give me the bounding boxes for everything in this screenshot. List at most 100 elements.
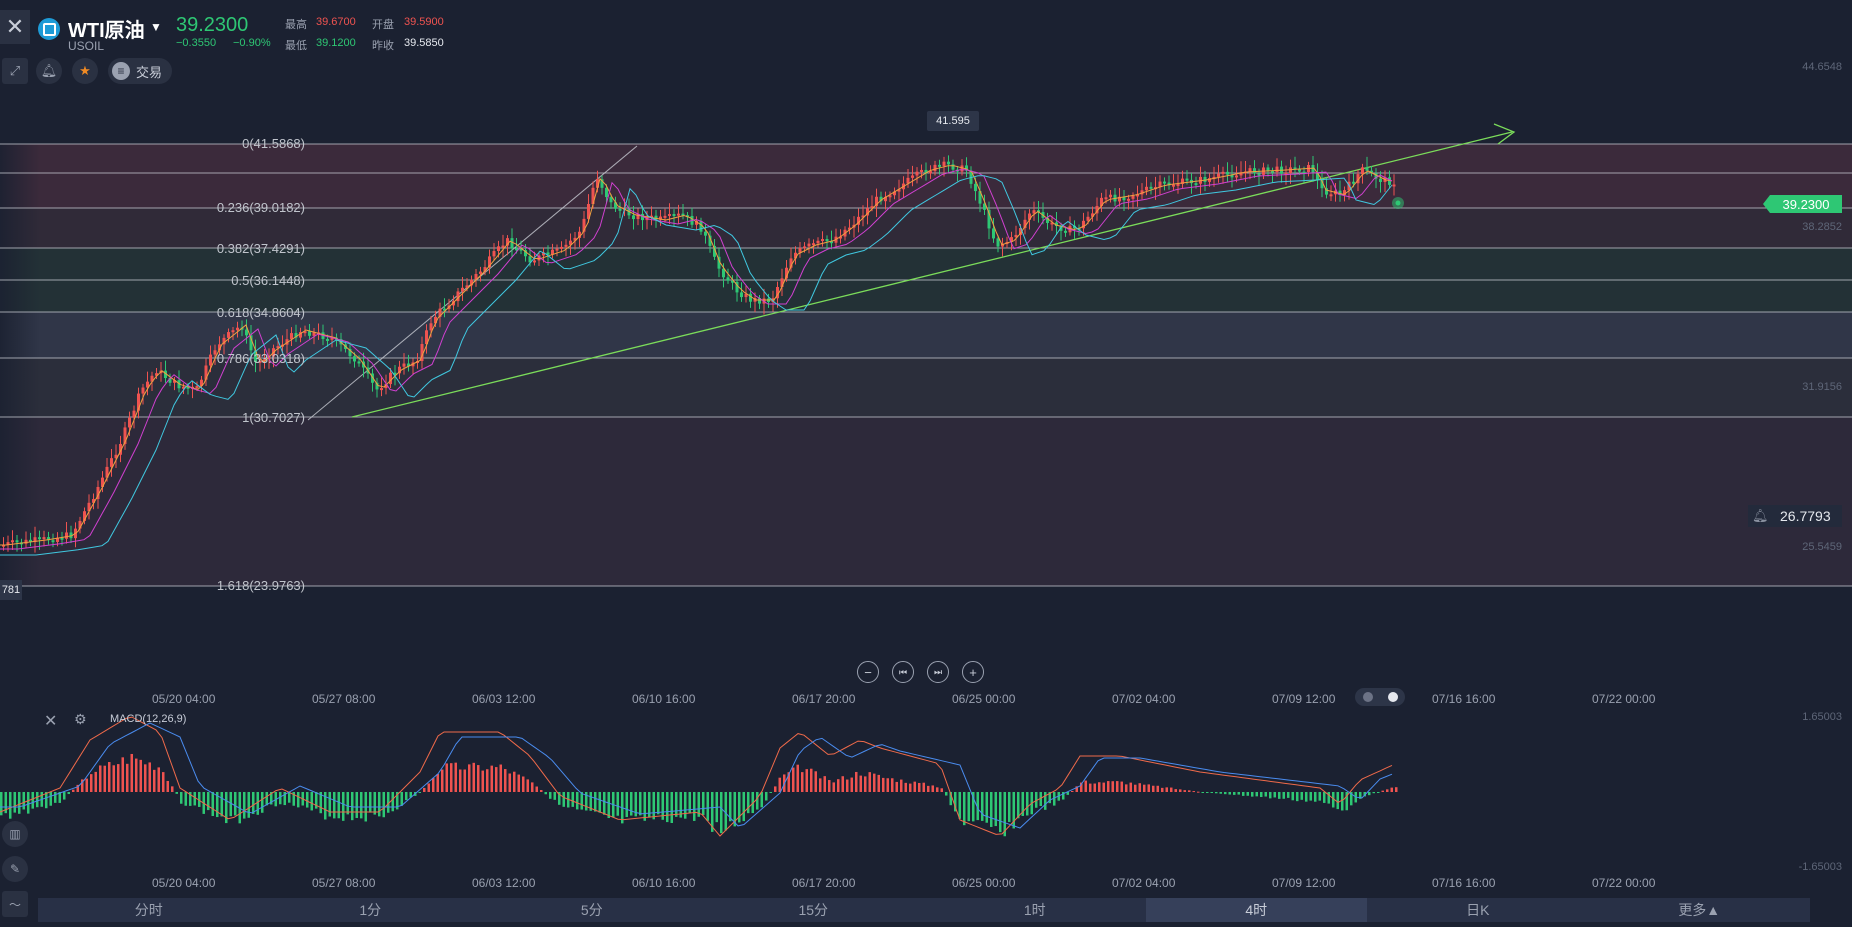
macd-histogram-bar: [1251, 792, 1254, 797]
candle-body: [119, 443, 122, 455]
macd-histogram-bar: [1089, 783, 1092, 792]
candle-body: [942, 161, 946, 166]
macd-histogram-bar: [756, 792, 759, 810]
trade-button[interactable]: ≡ 交易: [108, 58, 172, 84]
zoom-in-button[interactable]: +: [962, 661, 984, 683]
time-axis-label: 06/03 12:00: [472, 876, 536, 890]
macd-histogram-bar: [724, 792, 727, 831]
time-axis-label: 06/17 20:00: [792, 692, 856, 706]
time-axis-label: 06/03 12:00: [472, 692, 536, 706]
candle-body: [492, 251, 496, 257]
favorite-button[interactable]: ★: [72, 58, 98, 84]
macd-histogram-bar: [405, 792, 408, 801]
candle-body: [582, 218, 586, 232]
macd-histogram-bar: [702, 792, 705, 816]
tab-more[interactable]: 更多▲: [1678, 902, 1721, 918]
symbol-name[interactable]: WTI原油: [68, 20, 145, 42]
candle-body: [164, 370, 167, 379]
macd-histogram-bar: [841, 776, 844, 792]
candle-body: [402, 363, 406, 367]
macd-histogram-bar: [868, 772, 871, 792]
macd-histogram-bar: [1120, 781, 1123, 792]
macd-histogram-bar: [342, 792, 345, 821]
macd-histogram-bar: [1026, 792, 1029, 816]
macd-histogram-bar: [963, 792, 966, 826]
candle-body: [839, 236, 842, 239]
macd-histogram-bar: [436, 773, 439, 792]
macd-histogram-bar: [1296, 792, 1299, 802]
candle-body: [951, 164, 955, 170]
tab-15min[interactable]: 15分: [798, 902, 829, 918]
close-button[interactable]: ✕: [0, 10, 30, 44]
macd-histogram-bar: [36, 792, 39, 808]
macd-histogram-bar: [216, 792, 219, 818]
candle-body: [65, 532, 68, 539]
macd-histogram-bar: [85, 778, 88, 792]
zoom-out-button[interactable]: −: [857, 661, 879, 683]
macd-histogram-bar: [450, 763, 453, 792]
jump-start-button[interactable]: ⏮: [892, 661, 914, 683]
tab-4hour[interactable]: 4时: [1145, 898, 1367, 922]
candle-body: [713, 245, 716, 257]
candle-body: [1181, 178, 1184, 184]
macd-histogram-bar: [985, 792, 988, 823]
candle-body: [780, 278, 784, 287]
symbol-dropdown-icon[interactable]: ▼: [150, 20, 162, 34]
expand-button[interactable]: ⤢: [2, 58, 28, 84]
gear-icon[interactable]: ⚙: [74, 711, 87, 727]
tab-5min[interactable]: 5分: [580, 902, 603, 918]
macd-histogram-bar: [693, 792, 696, 821]
tab-daily[interactable]: 日K: [1466, 902, 1490, 918]
candle-body: [776, 286, 779, 299]
ma-line-mid: [0, 169, 1393, 550]
last-price: 39.2300: [176, 14, 249, 36]
macd-histogram-bar: [1264, 792, 1267, 797]
candle-body: [1275, 166, 1279, 173]
candles: [2, 155, 1396, 553]
macd-histogram-bar: [378, 792, 381, 817]
macd-histogram-bar: [940, 788, 943, 792]
chart-type-button[interactable]: 〜: [2, 891, 28, 917]
macd-histogram-bar: [540, 790, 543, 792]
candle-body: [393, 372, 397, 375]
candle-body: [974, 183, 977, 192]
macd-histogram-bar: [157, 767, 160, 792]
tab-1hour[interactable]: 1时: [1023, 902, 1046, 918]
draw-button[interactable]: ✎: [2, 856, 28, 882]
macd-histogram-bar: [855, 771, 858, 792]
macd-histogram-bar: [954, 792, 957, 812]
candle-body: [848, 227, 851, 230]
macd-histogram-bar: [1021, 792, 1024, 816]
candle-body: [1109, 194, 1112, 198]
macd-histogram-bar: [675, 792, 678, 817]
indicator-button[interactable]: ▥: [2, 821, 28, 847]
candle-body: [830, 241, 833, 244]
candle-body: [929, 171, 932, 174]
macd-histogram-bar: [193, 792, 196, 806]
macd-histogram-bar: [130, 753, 133, 792]
candle-body: [96, 486, 100, 500]
prev-close-value: 39.5850: [404, 37, 444, 49]
macd-histogram-bar: [949, 792, 952, 806]
macd-histogram-bar: [238, 792, 241, 824]
macd-histogram-bar: [625, 792, 628, 818]
jump-end-button[interactable]: ⏭: [927, 661, 949, 683]
candle-body: [1131, 195, 1135, 199]
macd-histogram-bar: [1066, 792, 1069, 795]
close-indicator-icon[interactable]: ✕: [44, 713, 58, 730]
macd-histogram-bar: [423, 787, 426, 792]
candle-body: [465, 285, 469, 288]
candle-body: [1010, 237, 1013, 243]
price-alert[interactable]: 🔔︎ 26.7793: [1748, 505, 1842, 527]
candle-body: [1257, 173, 1261, 176]
alert-button[interactable]: 🔔︎: [36, 58, 62, 84]
tab-timeshare[interactable]: 分时: [134, 902, 163, 918]
view-toggle[interactable]: [1355, 688, 1405, 706]
candle-body: [726, 277, 730, 281]
macd-histogram-bar: [891, 778, 894, 792]
macd-histogram-bar: [184, 792, 187, 806]
macd-histogram-bar: [1350, 792, 1353, 806]
tab-1min[interactable]: 1分: [359, 902, 382, 918]
candle-body: [420, 344, 424, 362]
